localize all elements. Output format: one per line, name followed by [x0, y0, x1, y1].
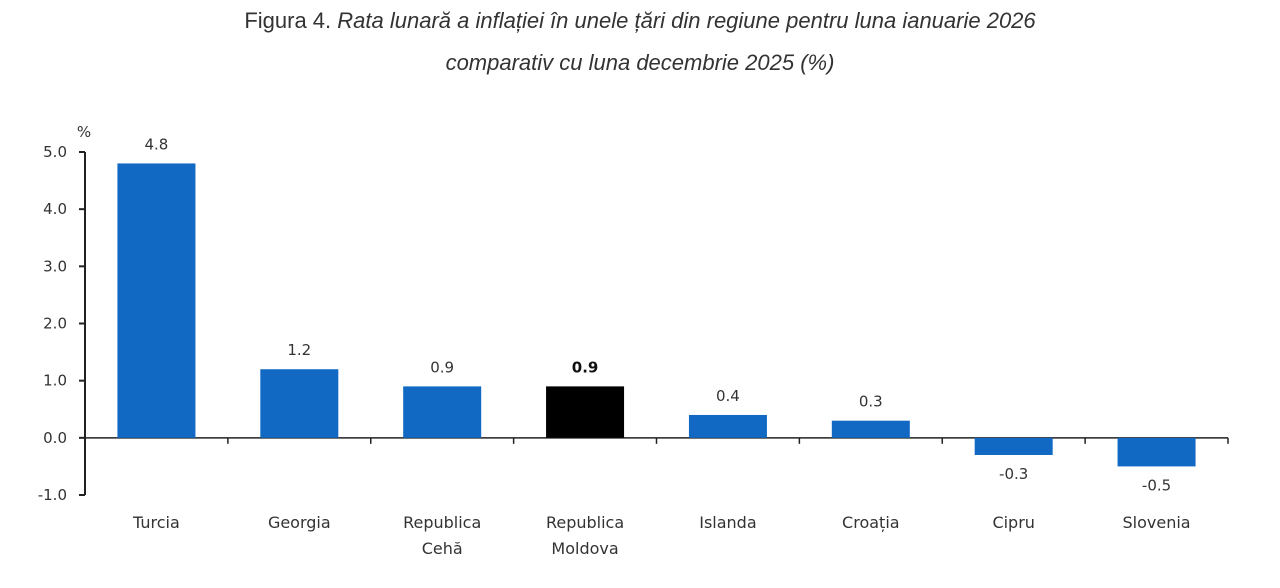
- y-tick-label: 0.0: [43, 429, 67, 447]
- x-category-label: Islanda: [699, 513, 756, 532]
- data-label: 1.2: [287, 341, 311, 359]
- x-category-label: Republica: [403, 513, 481, 532]
- x-category-label: Croația: [842, 513, 900, 532]
- data-label: 0.3: [859, 393, 883, 411]
- labels: 4.8 Turcia 1.2 Georgia 0.9 Republica Cehă 0.9 Re…: [132, 135, 1191, 558]
- y-tick-label: 3.0: [43, 257, 67, 275]
- data-label: -0.3: [999, 465, 1028, 483]
- y-axis-unit-label: %: [77, 123, 91, 141]
- chart-title-line-1: Figura 4. Rata lunară a inflației în une…: [0, 8, 1280, 34]
- chart-subtitle: comparativ cu luna decembrie 2025 (%): [445, 50, 835, 75]
- x-category-label: Slovenia: [1123, 513, 1191, 532]
- bar: [117, 163, 196, 438]
- figure-number: Figura 4.: [244, 8, 332, 33]
- x-category-label: Cehă: [422, 539, 463, 558]
- chart-title-line-2: comparativ cu luna decembrie 2025 (%): [0, 50, 1280, 76]
- bar: [260, 369, 339, 438]
- x-category-label: Cipru: [992, 513, 1035, 532]
- data-label: -0.5: [1142, 476, 1171, 494]
- x-category-label: Republica: [546, 513, 624, 532]
- x-category-label: Moldova: [551, 539, 618, 558]
- bar: [688, 414, 767, 438]
- y-tick-label: 4.0: [43, 200, 67, 218]
- bars: [117, 163, 1196, 467]
- y-tick-label: 1.0: [43, 372, 67, 390]
- y-tick-label: 2.0: [43, 315, 67, 333]
- data-label: 0.4: [716, 387, 740, 405]
- data-label: 0.9: [572, 358, 599, 376]
- bar: [831, 420, 910, 438]
- data-label: 0.9: [430, 358, 454, 376]
- y-tick-label: 5.0: [43, 143, 67, 161]
- bar: [403, 386, 482, 438]
- x-category-label: Turcia: [132, 513, 180, 532]
- y-tick-label: -1.0: [38, 486, 67, 504]
- bar: [546, 386, 625, 438]
- data-label: 4.8: [145, 135, 169, 153]
- bar: [974, 437, 1053, 455]
- chart-title: Rata lunară a inflației în unele țări di…: [337, 8, 1036, 33]
- bar: [1117, 437, 1196, 467]
- x-category-label: Georgia: [268, 513, 331, 532]
